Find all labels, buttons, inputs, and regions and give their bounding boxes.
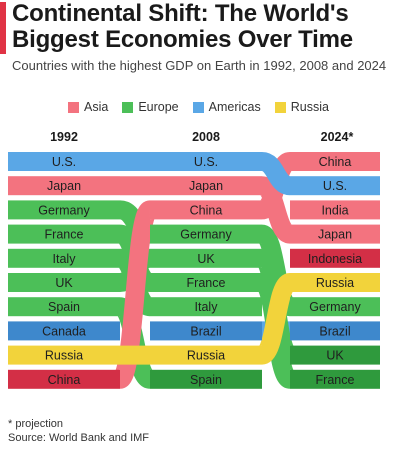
bar-france-0 bbox=[8, 224, 120, 244]
legend-label-asia: Asia bbox=[84, 100, 109, 114]
bar-label-italy-0: Italy bbox=[53, 252, 77, 266]
page-title: Continental Shift: The World's Biggest E… bbox=[12, 0, 353, 53]
bar-label-germany-1: Germany bbox=[180, 228, 232, 242]
ribbon-u-s-1 bbox=[259, 152, 293, 196]
column-header-2: 2024* bbox=[321, 130, 354, 144]
bars bbox=[8, 152, 380, 389]
bar-label-china-2: China bbox=[319, 155, 352, 169]
legend-swatch-europe bbox=[122, 101, 134, 113]
ribbon-china-0 bbox=[110, 200, 160, 389]
bar-label-japan-1: Japan bbox=[189, 179, 223, 193]
bar-brazil-1 bbox=[150, 321, 262, 341]
bar-label-uk-2: UK bbox=[326, 349, 344, 363]
bar-brazil-2 bbox=[290, 321, 380, 341]
bar-u-s-0 bbox=[8, 152, 120, 171]
bar-label-germany-0: Germany bbox=[38, 203, 90, 217]
bar-label-china-1: China bbox=[190, 203, 223, 217]
bar-label-china-0: China bbox=[48, 373, 81, 387]
bar-label-uk-0: UK bbox=[55, 276, 73, 290]
bar-label-russia-1: Russia bbox=[187, 349, 225, 363]
legend-label-americas: Americas bbox=[208, 100, 261, 114]
bar-label-france-2: France bbox=[316, 373, 355, 387]
bar-china-2 bbox=[290, 152, 380, 171]
bar-germany-1 bbox=[150, 224, 262, 244]
bar-label-france-0: France bbox=[45, 228, 84, 242]
bar-japan-0 bbox=[8, 176, 120, 196]
bar-label-brazil-2: Brazil bbox=[319, 324, 350, 338]
column-header-0: 1992 bbox=[50, 130, 78, 144]
bar-uk-1 bbox=[150, 248, 262, 268]
bar-canada-0 bbox=[8, 321, 120, 341]
bar-germany-2 bbox=[290, 297, 380, 317]
legend-swatch-americas bbox=[192, 101, 204, 113]
bar-label-india-2: India bbox=[321, 203, 348, 217]
bar-uk-2 bbox=[290, 345, 380, 365]
bar-russia-0 bbox=[8, 345, 120, 365]
footnote: * projection bbox=[8, 418, 64, 430]
legend-item-russia: Russia bbox=[274, 100, 329, 114]
bar-japan-2 bbox=[290, 224, 380, 244]
legend-item-americas: Americas bbox=[192, 100, 261, 114]
bar-uk-0 bbox=[8, 273, 120, 292]
bar-japan-1 bbox=[150, 176, 262, 196]
bar-label-spain-1: Spain bbox=[190, 373, 222, 387]
bar-russia-2 bbox=[290, 273, 380, 292]
bar-spain-1 bbox=[150, 369, 262, 389]
bar-label-germany-2: Germany bbox=[309, 300, 361, 314]
legend-label-russia: Russia bbox=[290, 100, 329, 114]
legend-swatch-russia bbox=[274, 101, 286, 113]
bar-china-0 bbox=[8, 369, 120, 389]
bar-label-italy-1: Italy bbox=[195, 300, 219, 314]
bar-france-1 bbox=[150, 273, 262, 292]
bar-italy-0 bbox=[8, 248, 120, 268]
bar-label-uk-1: UK bbox=[197, 252, 215, 266]
bar-label-indonesia-2: Indonesia bbox=[308, 252, 362, 266]
legend: Asia Europe Americas Russia bbox=[68, 99, 343, 115]
bar-label-u-s-0: U.S. bbox=[52, 155, 76, 169]
bar-russia-1 bbox=[150, 345, 262, 365]
bar-germany-0 bbox=[8, 200, 120, 220]
bar-label-japan-0: Japan bbox=[47, 179, 81, 193]
bar-label-brazil-1: Brazil bbox=[190, 324, 221, 338]
bar-indonesia-2 bbox=[290, 248, 380, 268]
bar-label-russia-2: Russia bbox=[316, 276, 354, 290]
bar-label-canada-0: Canada bbox=[42, 324, 86, 338]
bar-u-s-2 bbox=[290, 176, 380, 196]
title-accent-bar bbox=[0, 2, 6, 54]
bar-italy-1 bbox=[150, 297, 262, 317]
ribbons bbox=[110, 152, 296, 389]
legend-item-europe: Europe bbox=[122, 100, 179, 114]
bar-label-u-s-2: U.S. bbox=[323, 179, 347, 193]
bar-india-2 bbox=[290, 200, 380, 220]
bar-china-1 bbox=[150, 200, 262, 220]
bar-label-u-s-1: U.S. bbox=[194, 155, 218, 169]
bar-france-2 bbox=[290, 369, 380, 389]
source-note: Source: World Bank and IMF bbox=[8, 432, 150, 444]
bar-label-france-1: France bbox=[187, 276, 226, 290]
column-header-1: 2008 bbox=[192, 130, 220, 144]
bar-spain-0 bbox=[8, 297, 120, 317]
bar-label-russia-0: Russia bbox=[45, 349, 83, 363]
bar-label-spain-0: Spain bbox=[48, 300, 80, 314]
bar-labels: U.S. Japan Germany France Italy UK Spain Canada… bbox=[38, 155, 362, 387]
legend-swatch-asia bbox=[68, 101, 79, 113]
page-subtitle: Countries with the highest GDP on Earth … bbox=[12, 58, 387, 73]
ribbon-russia-1 bbox=[257, 273, 295, 365]
legend-label-europe: Europe bbox=[138, 100, 179, 114]
legend-item-asia: Asia bbox=[68, 100, 108, 114]
bar-label-japan-2: Japan bbox=[318, 228, 352, 242]
bar-u-s-1 bbox=[150, 152, 262, 171]
